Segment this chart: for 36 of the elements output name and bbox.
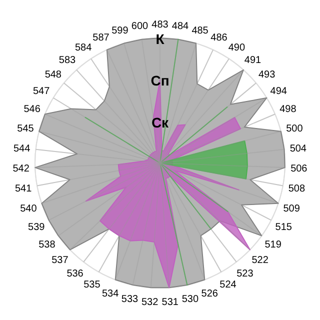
spoke-label: 483 xyxy=(152,20,169,30)
spoke-label: 485 xyxy=(192,25,209,36)
spoke-label: 534 xyxy=(102,288,120,300)
spoke-label: 506 xyxy=(290,164,308,175)
spoke-label: 500 xyxy=(286,123,304,134)
spoke-label: 533 xyxy=(121,294,139,306)
spoke-label: 583 xyxy=(58,54,76,66)
spoke-label: 542 xyxy=(12,164,30,175)
spoke-label: 515 xyxy=(275,222,292,234)
spoke-label: 504 xyxy=(290,143,307,154)
spoke-label: 508 xyxy=(288,184,306,195)
spoke-label: 538 xyxy=(38,239,56,250)
spoke-label: 539 xyxy=(28,222,46,234)
spoke-label: 544 xyxy=(13,143,31,154)
spoke-label: 509 xyxy=(283,203,300,214)
spoke-label: 599 xyxy=(112,25,129,36)
spoke-label: 530 xyxy=(182,294,199,306)
spoke-label: 536 xyxy=(66,268,84,280)
spoke-label: 545 xyxy=(17,123,34,134)
spoke-label: 526 xyxy=(201,288,218,300)
spoke-label: 531 xyxy=(162,297,179,308)
spoke-label: 493 xyxy=(258,70,276,81)
spoke-label: 540 xyxy=(20,203,38,214)
spoke-label: 494 xyxy=(270,86,288,98)
spoke-label: 537 xyxy=(52,254,69,266)
spoke-label: 600 xyxy=(131,20,149,32)
spoke-label: 547 xyxy=(33,86,50,98)
spoke-label: 484 xyxy=(172,20,190,32)
spoke-label: 548 xyxy=(44,70,62,81)
spoke-label: 519 xyxy=(264,239,282,250)
spoke-label: 522 xyxy=(252,254,269,266)
spoke-label: 498 xyxy=(280,104,297,116)
spoke-label: 532 xyxy=(142,297,159,308)
spoke-label: 491 xyxy=(244,54,262,66)
spoke-label: 541 xyxy=(14,184,32,195)
spoke-label: 546 xyxy=(24,104,41,116)
